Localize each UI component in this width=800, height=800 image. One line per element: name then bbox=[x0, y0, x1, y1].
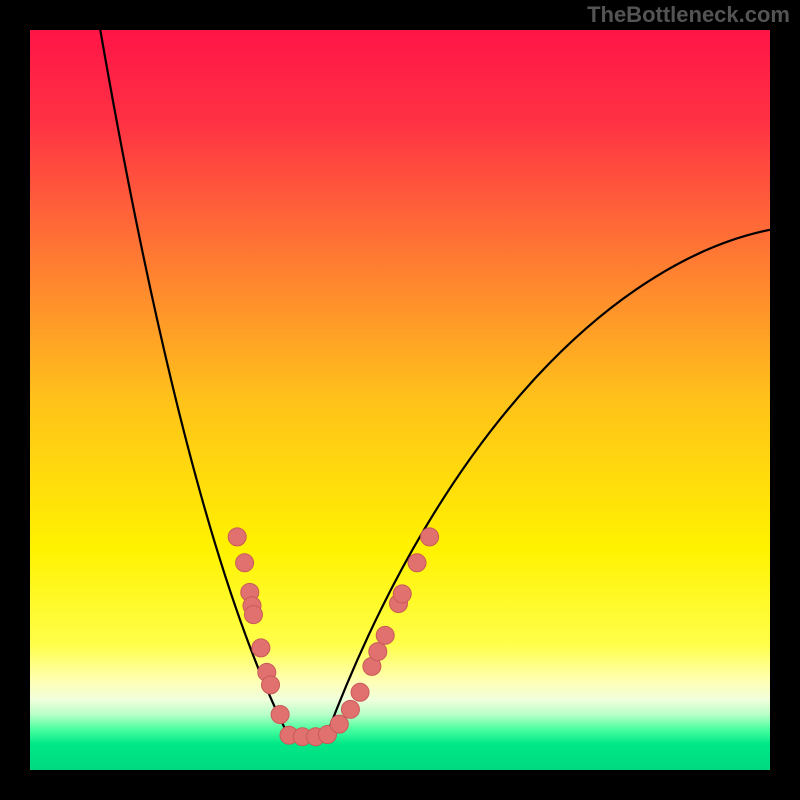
gradient-background bbox=[30, 30, 770, 770]
data-marker bbox=[369, 643, 387, 661]
data-marker bbox=[252, 639, 270, 657]
data-marker bbox=[393, 585, 411, 603]
data-marker bbox=[341, 700, 359, 718]
data-marker bbox=[408, 554, 426, 572]
data-marker bbox=[421, 528, 439, 546]
data-marker bbox=[271, 706, 289, 724]
bottleneck-chart bbox=[0, 0, 800, 800]
chart-frame: TheBottleneck.com bbox=[0, 0, 800, 800]
data-marker bbox=[244, 606, 262, 624]
data-marker bbox=[330, 715, 348, 733]
data-marker bbox=[262, 676, 280, 694]
watermark-text: TheBottleneck.com bbox=[587, 2, 790, 28]
data-marker bbox=[236, 554, 254, 572]
data-marker bbox=[376, 626, 394, 644]
data-marker bbox=[228, 528, 246, 546]
data-marker bbox=[351, 683, 369, 701]
